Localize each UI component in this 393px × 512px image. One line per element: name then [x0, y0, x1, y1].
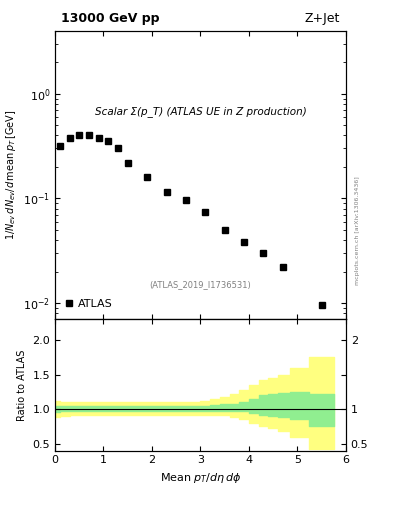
Text: mcplots.cern.ch [arXiv:1306.3436]: mcplots.cern.ch [arXiv:1306.3436] [355, 176, 360, 285]
ATLAS [67, 135, 72, 141]
ATLAS [319, 303, 324, 309]
Y-axis label: Ratio to ATLAS: Ratio to ATLAS [17, 349, 27, 421]
ATLAS [77, 132, 82, 138]
ATLAS [184, 197, 188, 203]
Line: ATLAS: ATLAS [56, 132, 325, 309]
ATLAS [96, 135, 101, 141]
ATLAS [125, 160, 130, 166]
ATLAS [86, 132, 91, 138]
Text: Z+Jet: Z+Jet [305, 12, 340, 25]
ATLAS [281, 264, 285, 270]
ATLAS [222, 227, 227, 233]
Text: Scalar Σ(p_T) (ATLAS UE in Z production): Scalar Σ(p_T) (ATLAS UE in Z production) [95, 106, 306, 117]
ATLAS [116, 145, 120, 152]
ATLAS [57, 142, 62, 148]
ATLAS [106, 138, 111, 144]
Legend: ATLAS: ATLAS [61, 295, 118, 314]
ATLAS [261, 250, 266, 257]
Text: (ATLAS_2019_I1736531): (ATLAS_2019_I1736531) [150, 280, 251, 289]
ATLAS [145, 174, 149, 180]
Y-axis label: $1/N_{ev}\,dN_{ev}/d\,\mathrm{mean}\,p_T\,[\mathrm{GeV}]$: $1/N_{ev}\,dN_{ev}/d\,\mathrm{mean}\,p_T… [4, 110, 18, 240]
ATLAS [203, 208, 208, 215]
Text: 13000 GeV pp: 13000 GeV pp [61, 12, 159, 25]
X-axis label: Mean $p_T/d\eta\,d\phi$: Mean $p_T/d\eta\,d\phi$ [160, 471, 241, 485]
ATLAS [242, 240, 246, 246]
ATLAS [164, 189, 169, 195]
